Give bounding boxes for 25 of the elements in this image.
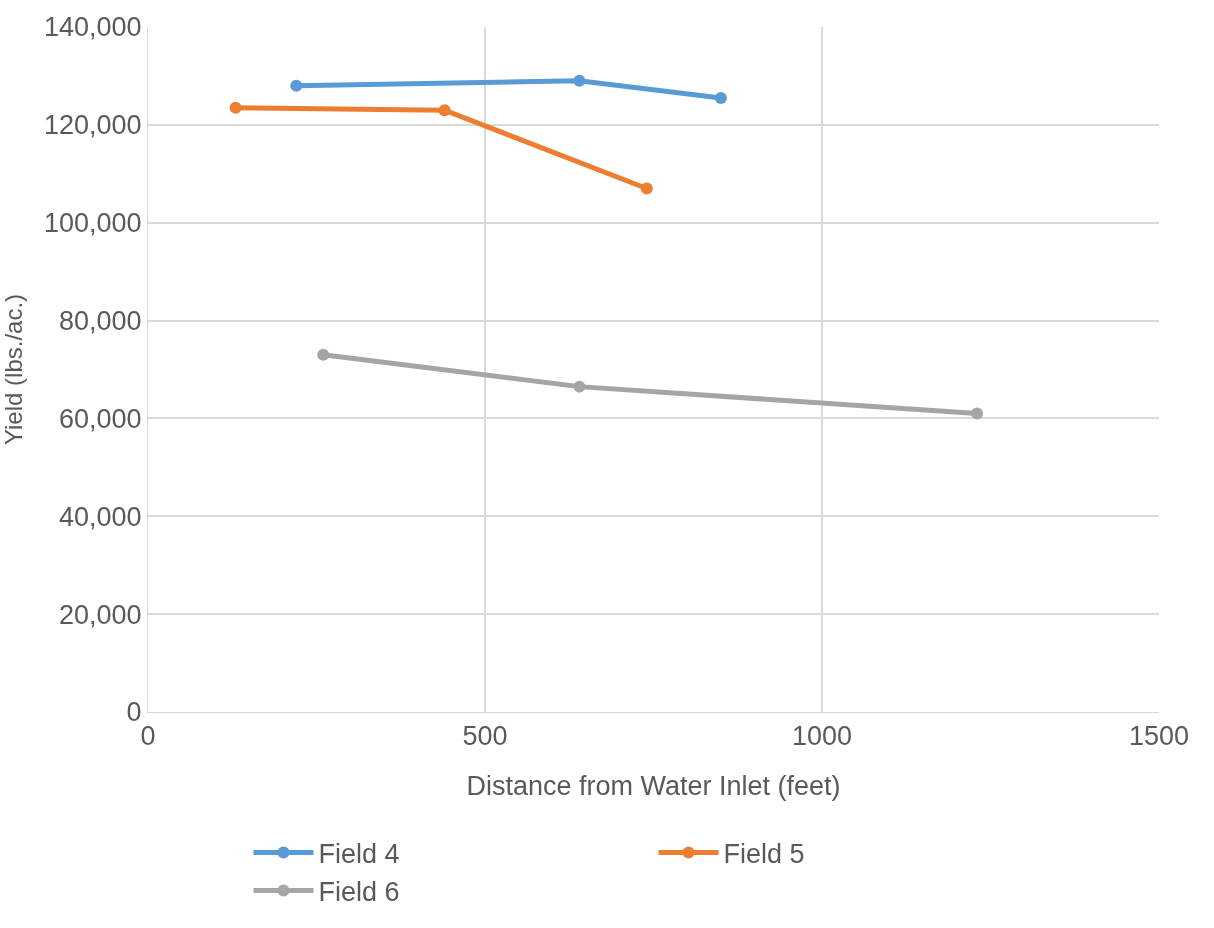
point <box>573 380 586 393</box>
legend-label: Field 6 <box>318 877 400 908</box>
x-tick-label: 1500 <box>1128 721 1190 752</box>
y-tick-label: 60,000 <box>59 403 142 434</box>
legend-label: Field 5 <box>723 839 805 870</box>
point <box>290 79 303 92</box>
y-tick-label: 100,000 <box>43 208 142 239</box>
point <box>640 182 653 195</box>
y-tick-label: 80,000 <box>59 306 142 337</box>
point <box>573 74 586 87</box>
point <box>971 407 984 420</box>
point <box>714 91 727 104</box>
x-tick-label: 1000 <box>791 721 853 752</box>
y-tick-label: 120,000 <box>43 110 142 141</box>
y-tick-label: 140,000 <box>43 12 142 43</box>
point <box>317 348 330 361</box>
x-axis-title: Distance from Water Inlet (feet) <box>466 770 841 801</box>
point <box>229 101 242 114</box>
y-axis-title: Yield (lbs./ac.) <box>0 293 27 446</box>
y-tick-label: 40,000 <box>59 501 142 532</box>
y-tick-label: 0 <box>126 697 142 728</box>
x-tick-label: 500 <box>462 721 508 752</box>
legend-label: Field 4 <box>318 839 400 870</box>
y-tick-label: 20,000 <box>59 599 142 630</box>
point <box>438 104 451 117</box>
